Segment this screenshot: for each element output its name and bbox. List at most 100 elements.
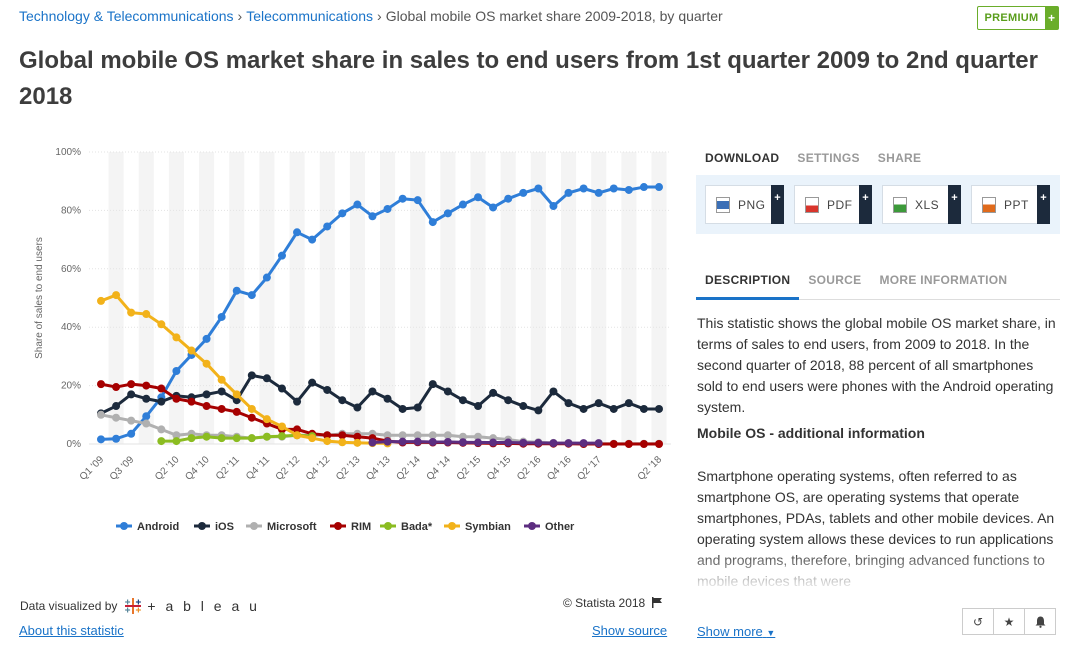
data-point-rim[interactable] xyxy=(97,380,105,389)
data-point-rim[interactable] xyxy=(157,384,166,393)
data-point-ios[interactable] xyxy=(247,371,256,380)
data-point-bada[interactable] xyxy=(187,434,196,443)
data-point-rim[interactable] xyxy=(142,381,151,390)
data-point-microsoft[interactable] xyxy=(474,432,483,441)
data-point-rim[interactable] xyxy=(293,425,302,434)
tab-description[interactable]: DESCRIPTION xyxy=(696,273,800,300)
data-point-android[interactable] xyxy=(624,185,633,194)
data-point-other[interactable] xyxy=(383,437,392,446)
data-point-other[interactable] xyxy=(443,437,452,446)
data-point-android[interactable] xyxy=(247,291,256,300)
data-point-bada[interactable] xyxy=(232,434,241,443)
data-point-bada[interactable] xyxy=(277,432,286,441)
data-point-ios[interactable] xyxy=(549,387,558,396)
data-point-rim[interactable] xyxy=(609,440,618,448)
data-point-other[interactable] xyxy=(474,438,483,447)
data-point-bada[interactable] xyxy=(157,437,166,446)
data-point-other[interactable] xyxy=(549,439,558,448)
data-point-android[interactable] xyxy=(277,251,286,260)
data-point-symbian[interactable] xyxy=(202,359,211,368)
tab-source[interactable]: SOURCE xyxy=(808,273,862,287)
data-point-bada[interactable] xyxy=(217,434,226,443)
data-point-ios[interactable] xyxy=(564,399,573,408)
data-point-symbian[interactable] xyxy=(142,310,151,319)
data-point-ios[interactable] xyxy=(383,394,392,403)
data-point-rim[interactable] xyxy=(217,404,226,413)
data-point-other[interactable] xyxy=(534,438,543,447)
data-point-ios[interactable] xyxy=(323,385,332,394)
data-point-android[interactable] xyxy=(458,200,467,209)
data-point-ios[interactable] xyxy=(338,396,347,405)
data-point-symbian[interactable] xyxy=(112,291,121,300)
data-point-ios[interactable] xyxy=(413,403,422,412)
data-point-other[interactable] xyxy=(579,439,588,448)
data-point-android[interactable] xyxy=(293,228,302,237)
data-point-rim[interactable] xyxy=(202,402,211,411)
data-point-other[interactable] xyxy=(489,438,498,447)
data-point-other[interactable] xyxy=(564,439,573,448)
data-point-android[interactable] xyxy=(413,196,422,205)
data-point-ios[interactable] xyxy=(458,396,467,405)
data-point-android[interactable] xyxy=(443,209,452,218)
data-point-ios[interactable] xyxy=(398,404,407,413)
show-source-link[interactable]: Show source xyxy=(592,623,668,638)
tab-share[interactable]: SHARE xyxy=(877,151,922,165)
data-point-android[interactable] xyxy=(142,412,151,421)
legend-item-rim[interactable]: RIM xyxy=(330,521,371,533)
data-point-other[interactable] xyxy=(504,438,513,447)
data-point-android[interactable] xyxy=(579,184,588,193)
data-point-android[interactable] xyxy=(97,435,105,444)
tab-more-information[interactable]: MORE INFORMATION xyxy=(879,273,1008,287)
data-point-ios[interactable] xyxy=(519,402,528,411)
data-point-android[interactable] xyxy=(172,367,181,375)
data-point-android[interactable] xyxy=(323,222,332,231)
data-point-microsoft[interactable] xyxy=(443,431,452,440)
data-point-microsoft[interactable] xyxy=(398,431,407,440)
data-point-android[interactable] xyxy=(534,184,543,193)
data-point-ios[interactable] xyxy=(293,397,302,406)
data-point-android[interactable] xyxy=(353,200,362,209)
tab-download[interactable]: DOWNLOAD xyxy=(696,151,789,178)
data-point-android[interactable] xyxy=(504,194,513,203)
data-point-other[interactable] xyxy=(594,439,603,448)
data-point-ios[interactable] xyxy=(594,399,603,408)
data-point-ios[interactable] xyxy=(474,402,483,411)
data-point-symbian[interactable] xyxy=(187,346,196,355)
data-point-symbian[interactable] xyxy=(353,438,362,447)
data-point-ios[interactable] xyxy=(443,387,452,396)
data-point-bada[interactable] xyxy=(247,434,256,443)
data-point-symbian[interactable] xyxy=(217,375,226,384)
data-point-android[interactable] xyxy=(655,183,663,192)
data-point-other[interactable] xyxy=(398,437,407,446)
data-point-ios[interactable] xyxy=(217,387,226,396)
data-point-microsoft[interactable] xyxy=(112,413,121,422)
data-point-microsoft[interactable] xyxy=(413,431,422,440)
data-point-android[interactable] xyxy=(217,312,226,321)
data-point-other[interactable] xyxy=(413,437,422,446)
data-point-ios[interactable] xyxy=(112,402,121,411)
data-point-ios[interactable] xyxy=(489,388,498,397)
data-point-symbian[interactable] xyxy=(127,308,136,317)
data-point-symbian[interactable] xyxy=(293,431,302,440)
data-point-android[interactable] xyxy=(127,429,136,438)
tab-settings[interactable]: SETTINGS xyxy=(797,151,860,165)
data-point-android[interactable] xyxy=(489,203,498,212)
data-point-android[interactable] xyxy=(639,183,648,192)
png-download-button[interactable]: PNG + xyxy=(705,185,784,224)
legend-item-other[interactable]: Other xyxy=(524,521,575,533)
data-point-rim[interactable] xyxy=(232,407,241,416)
data-point-android[interactable] xyxy=(308,235,317,244)
data-point-android[interactable] xyxy=(368,212,377,221)
data-point-other[interactable] xyxy=(458,438,467,447)
data-point-rim[interactable] xyxy=(247,413,256,422)
data-point-android[interactable] xyxy=(262,273,271,282)
data-point-android[interactable] xyxy=(594,188,603,197)
data-point-ios[interactable] xyxy=(353,403,362,412)
data-point-symbian[interactable] xyxy=(172,333,181,342)
data-point-ios[interactable] xyxy=(368,387,377,396)
xls-download-button[interactable]: XLS + xyxy=(882,185,961,224)
data-point-android[interactable] xyxy=(202,334,211,343)
data-point-ios[interactable] xyxy=(202,390,211,399)
data-point-symbian[interactable] xyxy=(97,296,105,305)
breadcrumb-telecommunications[interactable]: Telecommunications xyxy=(246,8,374,24)
